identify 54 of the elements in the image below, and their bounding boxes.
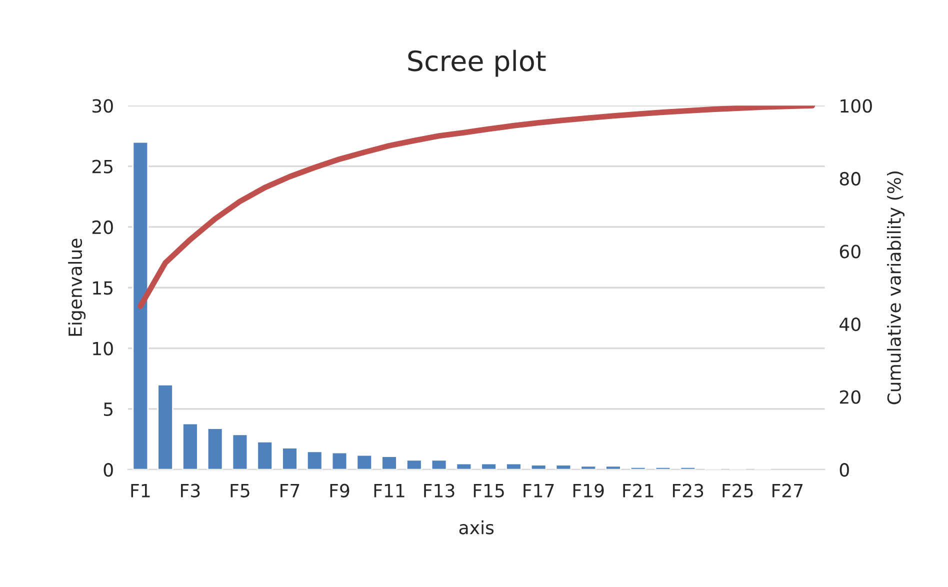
bar <box>654 466 672 470</box>
bar <box>331 452 348 470</box>
chart-title: Scree plot <box>408 50 546 77</box>
y-tick-label: 15 <box>93 281 113 295</box>
bar <box>680 466 696 470</box>
y2-tick-label: 40 <box>840 317 860 332</box>
y2-tick-label: 60 <box>840 244 860 258</box>
bar <box>306 450 323 470</box>
bar <box>506 462 522 470</box>
bar <box>555 464 572 470</box>
y-tick-label: 0 <box>104 463 113 477</box>
x-tick-label: F5 <box>230 484 250 498</box>
x-tick-label: F17 <box>524 484 554 498</box>
bar <box>480 462 497 470</box>
bar <box>232 434 248 470</box>
y2-tick-label: 80 <box>840 172 860 186</box>
y-tick-label: 20 <box>92 220 113 234</box>
x-tick-label: F9 <box>330 484 350 498</box>
x-tick-label: F27 <box>772 484 803 498</box>
bar <box>132 141 149 470</box>
bar <box>381 456 398 470</box>
bar <box>282 447 298 470</box>
bar <box>580 465 597 470</box>
y-tick-label: 25 <box>92 160 113 174</box>
y2-axis-title: Cumulative variability (%) <box>887 172 904 404</box>
y2-tick-label: 100 <box>840 99 872 113</box>
bar <box>356 454 373 470</box>
bar <box>182 422 198 470</box>
y-tick-label: 30 <box>92 99 113 113</box>
x-tick-label: F13 <box>424 484 454 498</box>
x-tick-label: F1 <box>131 484 150 498</box>
bar <box>206 428 224 470</box>
x-tick-label: F15 <box>474 484 504 498</box>
y-axis-title: Eigenvalue <box>68 238 86 336</box>
x-tick-label: F3 <box>181 484 200 498</box>
bar <box>430 459 448 470</box>
y-tick-label: 10 <box>93 342 113 356</box>
bar <box>456 462 472 470</box>
y2-tick-label: 20 <box>840 390 860 404</box>
x-tick-label: F7 <box>280 484 300 498</box>
bar <box>157 384 174 470</box>
bar <box>605 465 622 470</box>
bar <box>630 466 646 470</box>
x-tick-label: F11 <box>374 484 404 498</box>
bar <box>256 441 274 470</box>
x-axis-title: axis <box>459 520 494 534</box>
y2-tick-label: 0 <box>840 463 849 477</box>
x-tick-label: F21 <box>623 484 654 498</box>
x-tick-label: F23 <box>672 484 704 498</box>
x-tick-label: F25 <box>722 484 753 498</box>
x-tick-label: F19 <box>573 484 604 498</box>
y-tick-label: 5 <box>104 402 113 416</box>
bar <box>406 459 422 470</box>
bar <box>530 464 547 470</box>
